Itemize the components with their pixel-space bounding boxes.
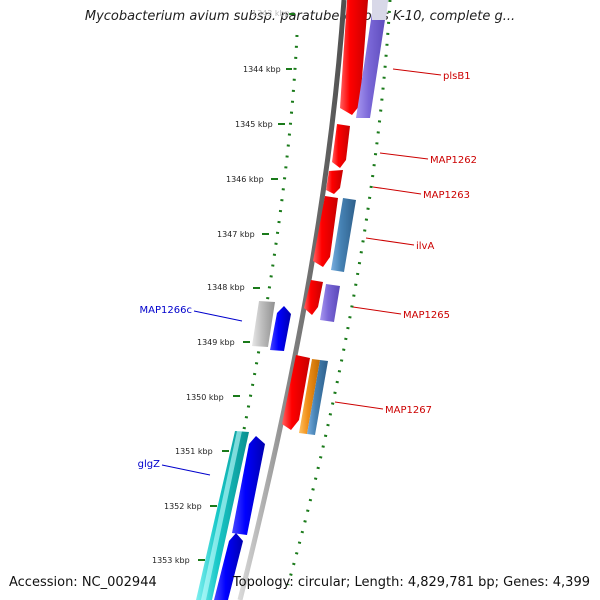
kbp-label-1349: 1349 kbp bbox=[197, 338, 235, 347]
label-map1265[interactable]: MAP1265 bbox=[403, 310, 450, 321]
label-map1262[interactable]: MAP1262 bbox=[430, 155, 477, 166]
connector-map1267 bbox=[334, 401, 384, 410]
feature-map1267-orange[interactable] bbox=[299, 359, 320, 434]
gene-map1262[interactable] bbox=[332, 124, 350, 168]
label-map1263[interactable]: MAP1263 bbox=[423, 190, 470, 201]
feature-map1265-purple[interactable] bbox=[320, 284, 340, 322]
label-map1266c[interactable]: MAP1266c bbox=[140, 305, 192, 316]
gene-ilvA[interactable] bbox=[313, 196, 338, 267]
connector-map1265 bbox=[352, 306, 402, 315]
kbp-label-1344: 1344 kbp bbox=[243, 65, 281, 74]
kbp-label-1345: 1345 kbp bbox=[235, 120, 273, 129]
kbp-label-1350: 1350 kbp bbox=[186, 393, 224, 402]
gene-map1267[interactable] bbox=[282, 355, 310, 430]
connector-ilvA bbox=[365, 237, 415, 246]
connector-glgZ bbox=[161, 464, 211, 476]
label-glgZ[interactable]: glgZ bbox=[138, 459, 160, 470]
feature-plsB1-purple[interactable] bbox=[356, 0, 388, 118]
feature-ilvA-steelblue[interactable] bbox=[331, 198, 356, 272]
kbp-label-1347: 1347 kbp bbox=[217, 230, 255, 239]
accession-text: Accession: NC_002944 bbox=[9, 575, 157, 590]
kbp-label-1346: 1346 kbp bbox=[226, 175, 264, 184]
gene-reverse-lower[interactable] bbox=[214, 533, 243, 600]
genome-backbone bbox=[237, 0, 347, 600]
connector-map1262 bbox=[379, 152, 429, 160]
map-title: Mycobacterium avium subsp. paratuberculo… bbox=[84, 9, 516, 24]
forward-strand-features bbox=[282, 0, 388, 435]
label-map1267[interactable]: MAP1267 bbox=[385, 405, 432, 416]
feature-glgZ-cyan-highlight bbox=[201, 431, 242, 600]
gene-glgZ[interactable] bbox=[232, 436, 265, 535]
connector-map1266c bbox=[193, 310, 243, 322]
gene-labels: plsB1 MAP1262 MAP1263 ilvA MAP1265 MAP12… bbox=[138, 71, 477, 470]
genome-summary-text: Topology: circular; Length: 4,829,781 bp… bbox=[232, 575, 590, 590]
label-ilvA[interactable]: ilvA bbox=[416, 241, 434, 252]
gene-map1265[interactable] bbox=[304, 280, 323, 315]
reverse-strand-features bbox=[196, 301, 291, 600]
kbp-tick-labels: 1343 kbp 1344 kbp 1345 kbp 1346 kbp 1347… bbox=[152, 9, 290, 565]
connector-plsB1 bbox=[392, 68, 442, 76]
kbp-label-1353: 1353 kbp bbox=[152, 556, 190, 565]
kbp-label-1343: 1343 kbp bbox=[252, 9, 290, 18]
feature-map1266c-gray[interactable] bbox=[252, 301, 275, 347]
kbp-label-1348: 1348 kbp bbox=[207, 283, 245, 292]
feature-map1267-steelblue[interactable] bbox=[307, 360, 328, 435]
kbp-label-1351: 1351 kbp bbox=[175, 447, 213, 456]
connector-map1263 bbox=[372, 186, 422, 195]
label-plsB1[interactable]: plsB1 bbox=[443, 71, 471, 82]
kbp-tick-marks bbox=[198, 13, 295, 561]
ruler-outer-dotted bbox=[286, 0, 392, 586]
label-connectors bbox=[161, 68, 442, 476]
gene-map1263[interactable] bbox=[326, 170, 343, 194]
gene-map1266c[interactable] bbox=[270, 306, 291, 351]
kbp-label-1352: 1352 kbp bbox=[164, 502, 202, 511]
feature-plsB1-gray-cap bbox=[372, 0, 388, 20]
